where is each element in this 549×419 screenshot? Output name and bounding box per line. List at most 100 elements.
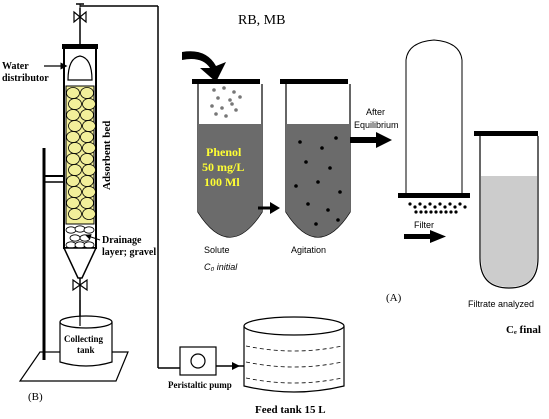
adsorbent-bead	[82, 164, 96, 176]
agitation-dot	[316, 180, 320, 184]
residue-dot	[418, 202, 422, 206]
agitation-dot	[298, 140, 302, 144]
after-equilibrium-label-1: After	[366, 107, 385, 117]
solute-dot	[234, 108, 238, 112]
inlet-valve[interactable]	[73, 3, 87, 24]
agitation-dot	[334, 136, 338, 140]
residue-dot	[463, 205, 467, 209]
adsorbent-bead	[68, 120, 82, 132]
adsorbent-bead	[66, 197, 80, 209]
pour-arrow	[182, 51, 226, 82]
phenol-label-1: Phenol	[206, 145, 242, 159]
residue-dot	[419, 210, 423, 214]
water-distributor-label-2: distributor	[2, 73, 49, 84]
residue-dot	[458, 202, 462, 206]
solute-dot	[220, 106, 224, 110]
solute-dot	[222, 86, 226, 90]
panel-b-label: (B)	[28, 391, 43, 403]
after-equilibrium-label-2: Equilibrium	[354, 120, 399, 130]
collecting-tank-label-2: tank	[77, 345, 95, 355]
agitation-dot	[314, 222, 318, 226]
tube-initial	[192, 79, 263, 238]
peristaltic-pump	[179, 346, 217, 376]
solute-dot	[212, 88, 216, 92]
adsorbent-bead	[68, 164, 82, 176]
phenol-label-3: 100 Ml	[204, 175, 240, 189]
drainage-label-2: layer; gravel	[102, 247, 156, 258]
adsorbent-bead	[80, 131, 94, 143]
feed-tank-label: Feed tank 15 L	[255, 404, 326, 416]
residue-dot	[449, 210, 453, 214]
adsorbent-bead	[68, 142, 82, 154]
agitation-dot	[306, 202, 310, 206]
gravel-pebble	[83, 226, 95, 234]
residue-dot	[443, 205, 447, 209]
solute-dot	[232, 90, 236, 94]
residue-dot	[423, 205, 427, 209]
agitation-dot	[304, 160, 308, 164]
residue-dot	[433, 205, 437, 209]
tube-agitation	[280, 79, 351, 238]
water-distributor-dome	[67, 55, 93, 81]
adsorbates-label: RB, MB	[238, 13, 285, 28]
outlet-valve[interactable]	[72, 278, 88, 292]
ce-final-label: Cₑ final	[506, 324, 541, 336]
adsorbent-bead	[80, 175, 94, 187]
gravel-pebble	[65, 226, 77, 234]
filter-arrow	[404, 230, 446, 243]
residue-dot	[448, 202, 452, 206]
solute-dot	[230, 102, 234, 106]
adsorbent-bead	[82, 208, 96, 220]
adsorbent-bead	[68, 208, 82, 220]
adsorbent-bead	[82, 186, 96, 198]
feed-tank	[243, 316, 345, 393]
residue-dot	[439, 210, 443, 214]
residue-dot	[428, 202, 432, 206]
agitation-dot	[294, 184, 298, 188]
agitation-label: Agitation	[291, 245, 326, 255]
solute-dot	[238, 95, 242, 99]
c0-initial-label: C₀ initial	[204, 262, 238, 272]
equilibrium-arrow	[350, 132, 392, 148]
solute-particles	[210, 86, 242, 118]
filter-funnel	[398, 39, 470, 214]
solute-dot	[228, 98, 232, 102]
adsorbent-bead	[66, 109, 80, 121]
phenol-label-2: 50 mg/L	[202, 160, 244, 174]
solute-dot	[224, 114, 228, 118]
adsorbent-bead	[82, 142, 96, 154]
column-setup: Water distributor Adsorbent bed Drainage…	[2, 3, 345, 416]
column-top-cap	[62, 44, 98, 49]
solute-label: Solute	[204, 245, 230, 255]
collecting-tank	[59, 315, 113, 367]
peristaltic-pump-label: Peristaltic pump	[168, 380, 232, 390]
gravel-pebble	[69, 234, 81, 242]
adsorbent-bead	[82, 120, 96, 132]
adsorbent-bead	[80, 197, 94, 209]
solute-dot	[210, 104, 214, 108]
gravel-pebble	[74, 241, 86, 249]
filter-residue	[408, 202, 467, 214]
adsorbent-bead	[82, 98, 96, 110]
residue-dot	[438, 202, 442, 206]
residue-dot	[408, 202, 412, 206]
step-arrow-1	[258, 202, 280, 214]
residue-dot	[444, 210, 448, 214]
filtrate-analyzed-label: Filtrate analyzed	[468, 299, 534, 309]
adsorbent-bead	[66, 175, 80, 187]
residue-dot	[454, 210, 458, 214]
adsorbent-bead	[66, 87, 80, 99]
residue-dot	[413, 205, 417, 209]
gravel-pebble	[74, 225, 86, 233]
tube-filtrate	[474, 131, 539, 289]
collecting-tank-label-1: Collecting	[64, 334, 103, 344]
residue-dot	[434, 210, 438, 214]
residue-dot	[414, 210, 418, 214]
batch-test: RB, MB Phenol 50 mg/L 100 Ml Solute C₀ i…	[182, 13, 541, 336]
agitation-dot	[338, 190, 342, 194]
stand-clamp	[44, 175, 66, 183]
drainage-label-1: Drainage	[102, 235, 142, 246]
adsorbent-bed-label: Adsorbent bed	[101, 121, 113, 190]
adsorbent-bead	[80, 153, 94, 165]
column-cone	[62, 247, 98, 279]
